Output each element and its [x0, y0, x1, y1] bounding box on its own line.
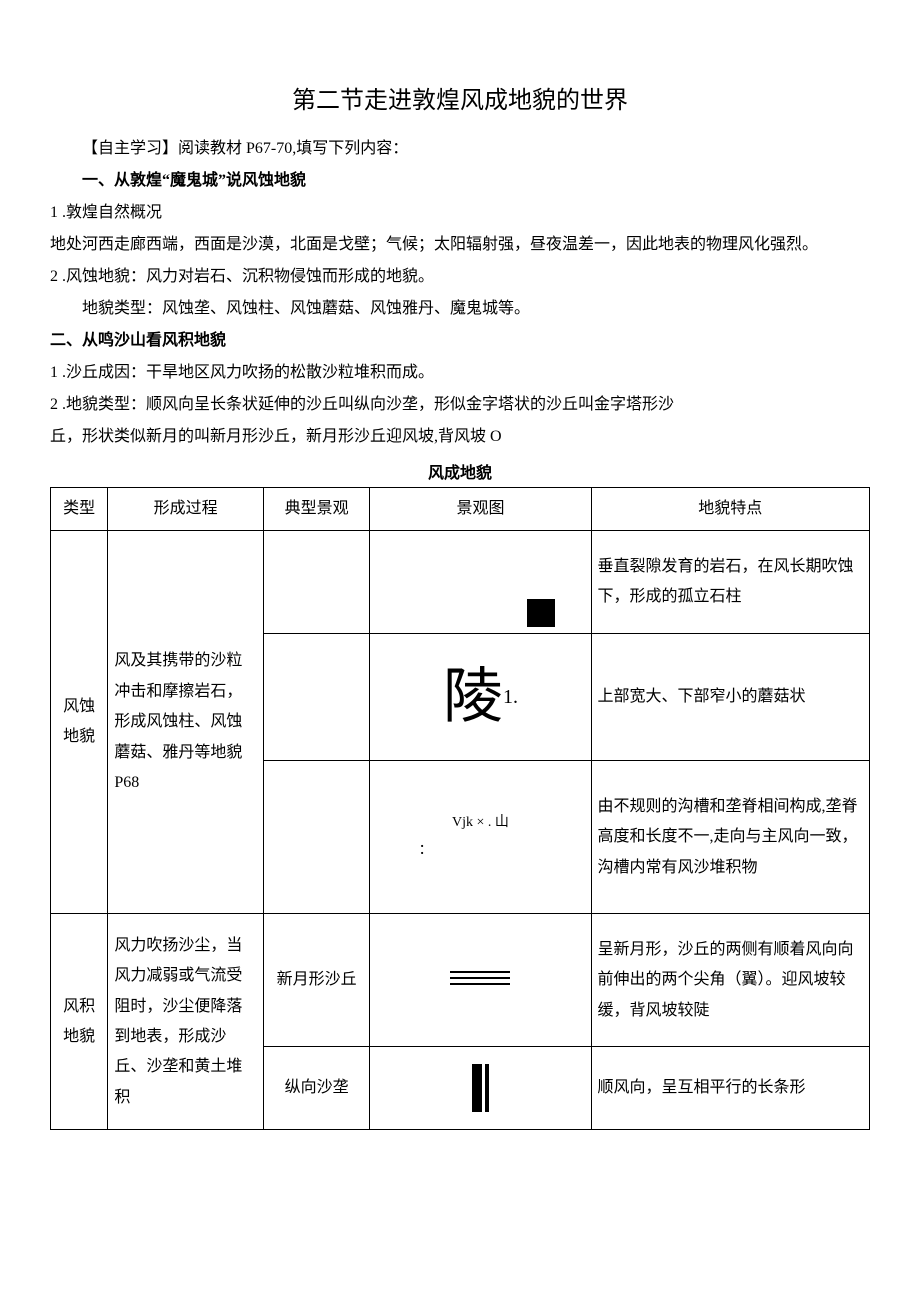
table-row: 风积地貌 风力吹扬沙尘，当风力减弱或气流受阻时，沙尘便降落到地表，形成沙丘、沙垄…	[51, 914, 870, 1047]
placeholder-text-2: ：	[419, 843, 433, 860]
intro-text: 【自主学习】阅读教材 P67-70,填写下列内容：	[50, 133, 870, 165]
cell-feature-5: 顺风向，呈互相平行的长条形	[591, 1047, 869, 1130]
cell-landscape-5: 纵向沙垄	[263, 1047, 369, 1130]
cell-image-2: 陵1.	[370, 634, 591, 761]
cell-type-deposit: 风积地貌	[51, 914, 108, 1130]
cell-process-erosion: 风及其携带的沙粒冲击和摩擦岩石，形成风蚀柱、风蚀蘑菇、雅丹等地貌P68	[108, 531, 264, 914]
placeholder-bar-icon	[472, 1064, 489, 1112]
sec1-p3: 2 .风蚀地貌：风力对岩石、沉积物侵蚀而形成的地貌。	[50, 261, 870, 293]
sec2-p2: 2 .地貌类型：顺风向呈长条状延伸的沙丘叫纵向沙垄，形似金字塔状的沙丘叫金字塔形…	[50, 389, 870, 421]
placeholder-text-1: Vjk × . 山	[452, 815, 509, 832]
cell-landscape-3	[263, 761, 369, 914]
placeholder-glyph: 陵	[443, 640, 503, 754]
table-row: 风蚀地貌 风及其携带的沙粒冲击和摩擦岩石，形成风蚀柱、风蚀蘑菇、雅丹等地貌P68…	[51, 531, 870, 634]
sec1-p4: 地貌类型：风蚀垄、风蚀柱、风蚀蘑菇、风蚀雅丹、魔鬼城等。	[50, 293, 870, 325]
cell-feature-2: 上部宽大、下部窄小的蘑菇状	[591, 634, 869, 761]
th-type: 类型	[51, 488, 108, 531]
cell-feature-1: 垂直裂隙发育的岩石，在风长期吹蚀下，形成的孤立石柱	[591, 531, 869, 634]
cell-feature-3: 由不规则的沟槽和垄脊相间构成,垄脊高度和长度不一,走向与主风向一致，沟槽内常有风…	[591, 761, 869, 914]
section1-heading: 一、从敦煌“魔鬼城”说风蚀地貌	[50, 165, 870, 197]
table-header-row: 类型 形成过程 典型景观 景观图 地貌特点	[51, 488, 870, 531]
cell-landscape-1	[263, 531, 369, 634]
cell-image-5	[370, 1047, 591, 1130]
landform-table: 类型 形成过程 典型景观 景观图 地貌特点 风蚀地貌 风及其携带的沙粒冲击和摩擦…	[50, 487, 870, 1130]
cell-image-4	[370, 914, 591, 1047]
placeholder-glyph-tail: 1.	[503, 678, 518, 716]
cell-image-1	[370, 531, 591, 634]
th-landscape: 典型景观	[263, 488, 369, 531]
th-process: 形成过程	[108, 488, 264, 531]
sec2-p1: 1 .沙丘成因：干旱地区风力吹扬的松散沙粒堆积而成。	[50, 357, 870, 389]
sec1-p1: 1 .敦煌自然概况	[50, 197, 870, 229]
placeholder-square-icon	[527, 599, 555, 627]
placeholder-lines-icon	[450, 971, 510, 989]
cell-feature-4: 呈新月形，沙丘的两侧有顺着风向向前伸出的两个尖角（翼）。迎风坡较缓，背风坡较陡	[591, 914, 869, 1047]
sec1-p2: 地处河西走廊西端，西面是沙漠，北面是戈壁；气候；太阳辐射强，昼夜温差一，因此地表…	[50, 229, 870, 261]
th-feature: 地貌特点	[591, 488, 869, 531]
cell-landscape-4: 新月形沙丘	[263, 914, 369, 1047]
cell-image-3: Vjk × . 山 ：	[403, 761, 559, 914]
page-title: 第二节走进敦煌风成地貌的世界	[50, 80, 870, 115]
sec2-p3: 丘，形状类似新月的叫新月形沙丘，新月形沙丘迎风坡,背风坡 O	[50, 421, 870, 453]
th-image: 景观图	[370, 488, 591, 531]
section2-heading: 二、从鸣沙山看风积地貌	[50, 325, 870, 357]
cell-process-deposit: 风力吹扬沙尘，当风力减弱或气流受阻时，沙尘便降落到地表，形成沙丘、沙垄和黄土堆积	[108, 914, 264, 1130]
table-caption: 风成地貌	[50, 459, 870, 483]
cell-type-erosion: 风蚀地貌	[51, 531, 108, 914]
cell-landscape-2	[263, 634, 369, 761]
